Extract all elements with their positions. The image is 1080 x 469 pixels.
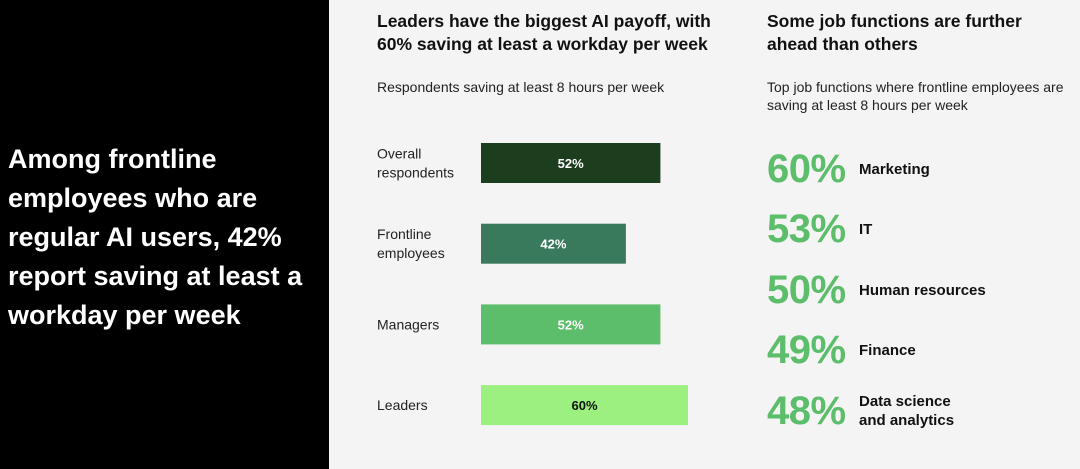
bar-value-label: 52% — [558, 317, 584, 332]
function-label: Human resources — [859, 282, 986, 299]
function-label: Marketing — [859, 161, 930, 178]
function-percent: 49% — [767, 328, 846, 372]
bar-row: Managers 52% — [377, 304, 661, 345]
bar — [481, 143, 661, 183]
category-label: Leaders — [377, 397, 428, 413]
category-label: Managers — [377, 316, 439, 332]
bar-row: Leaders 60% — [377, 385, 688, 426]
function-percent: 50% — [767, 268, 846, 312]
function-label: IT — [859, 221, 873, 238]
bar-row: Overall respondents 52% — [377, 143, 661, 183]
bar-value-label: 42% — [540, 237, 566, 252]
right-panel — [329, 0, 1080, 469]
function-percent: 53% — [767, 207, 846, 251]
category-label: Overall respondents — [377, 146, 454, 181]
functions-section-title: Some job functions are further ahead tha… — [767, 11, 1022, 54]
bar-section-title: Leaders have the biggest AI payoff, with… — [377, 11, 711, 54]
category-label: Frontline employees — [377, 226, 445, 261]
bar — [481, 385, 688, 426]
bar — [481, 223, 626, 264]
function-percent: 48% — [767, 389, 846, 433]
function-percent: 60% — [767, 147, 846, 191]
bar-value-label: 60% — [571, 398, 597, 413]
bar-chart: Overall respondents 52% Frontline employees 4… — [377, 143, 688, 426]
bar — [481, 304, 661, 345]
headline: Among frontline employees who are regula… — [8, 144, 303, 330]
left-panel: Among frontline employees who are regula… — [0, 0, 329, 469]
bar-value-label: 52% — [558, 156, 584, 171]
functions-section-subtitle: Top job functions where frontline employ… — [767, 79, 1064, 113]
function-label: Finance — [859, 342, 916, 359]
bar-section-subtitle: Respondents saving at least 8 hours per … — [377, 79, 665, 95]
bar-row: Frontline employees 42% — [377, 223, 626, 264]
function-label: Data science and analytics — [859, 393, 955, 429]
